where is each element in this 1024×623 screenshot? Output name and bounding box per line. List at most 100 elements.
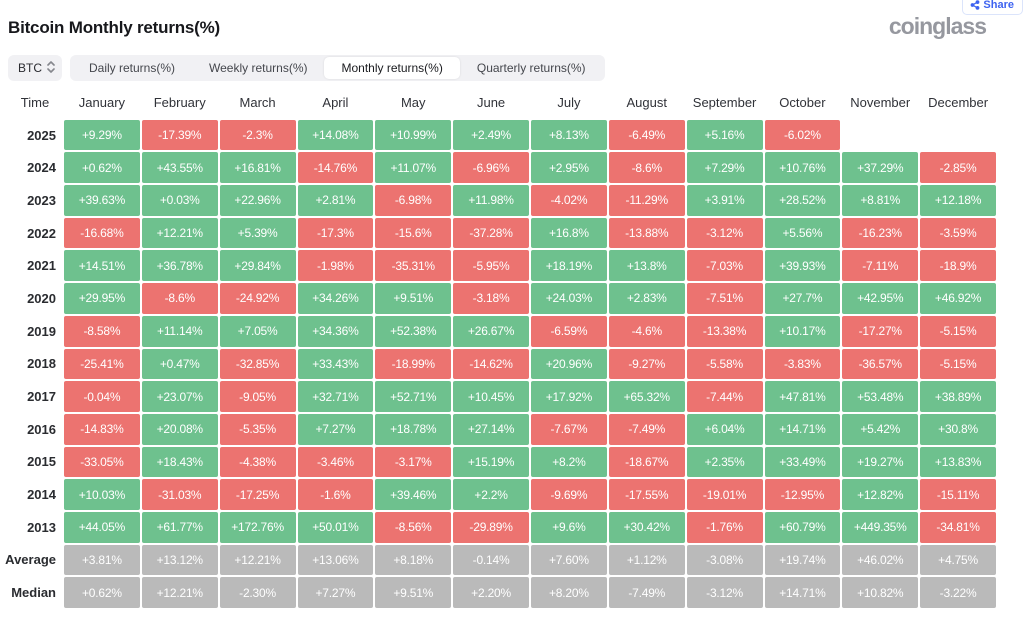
return-cell: -18.9% <box>920 250 996 282</box>
return-cell: -8.56% <box>375 511 452 543</box>
return-cell: -35.31% <box>375 250 452 282</box>
return-cell: -2.30% <box>219 577 296 608</box>
return-cell: -7.11% <box>842 250 919 282</box>
return-cell: -6.59% <box>531 315 607 347</box>
tab-weekly-returns[interactable]: Weekly returns(%) <box>209 61 308 75</box>
return-cell <box>920 120 996 151</box>
return-cell: +20.96% <box>531 348 607 380</box>
coinglass-logo[interactable]: coinglass <box>888 13 987 39</box>
column-header-july: July <box>557 94 581 110</box>
return-cell: +23.07% <box>141 381 218 412</box>
return-cell: -7.44% <box>686 381 763 412</box>
period-tabs: Daily returns(%) Weekly returns(%) Monthly… <box>70 55 605 81</box>
return-cell: +16.8% <box>531 217 607 249</box>
column-header-september: September <box>692 94 757 110</box>
tab-daily-returns[interactable]: Daily returns(%) <box>89 61 176 75</box>
return-cell: -17.55% <box>608 479 685 510</box>
return-cell: -3.12% <box>686 577 763 608</box>
tab-monthly-returns[interactable]: Monthly returns(%) <box>324 57 460 79</box>
return-cell: +44.05% <box>64 511 140 543</box>
column-header-january: January <box>78 94 126 110</box>
chevron-up-down-icon <box>47 60 55 77</box>
return-cell: -3.22% <box>920 577 996 608</box>
return-cell: +2.35% <box>686 446 763 478</box>
return-cell: +27.7% <box>764 283 841 314</box>
return-cell: -9.05% <box>219 381 296 412</box>
row-label-2020: 2020 <box>27 290 56 306</box>
return-cell: -31.03% <box>141 479 218 510</box>
return-cell: +53.48% <box>842 381 919 412</box>
return-cell: +8.81% <box>842 185 919 216</box>
return-cell: -4.38% <box>219 446 296 478</box>
return-cell: +12.21% <box>141 217 218 249</box>
return-cell: +14.08% <box>297 119 374 151</box>
return-cell: +4.75% <box>920 544 996 576</box>
return-cell: +34.36% <box>297 315 374 347</box>
symbol-selector-value: BTC <box>18 61 42 75</box>
row-label-2024: 2024 <box>27 160 56 176</box>
row-label-2021: 2021 <box>27 258 56 274</box>
return-cell: +10.99% <box>375 119 452 151</box>
return-cell: +19.27% <box>842 446 919 478</box>
return-cell: -6.98% <box>375 185 452 216</box>
return-cell: +10.03% <box>64 479 140 510</box>
return-cell: +12.82% <box>842 479 919 510</box>
row-label-2022: 2022 <box>27 225 56 241</box>
return-cell: -18.67% <box>608 446 685 478</box>
return-cell: +10.76% <box>764 152 841 184</box>
return-cell: -7.67% <box>531 413 607 445</box>
return-cell: +14.71% <box>764 413 841 445</box>
return-cell: +42.95% <box>842 283 919 314</box>
return-cell: -3.46% <box>297 446 374 478</box>
return-cell: +8.2% <box>531 446 607 478</box>
return-cell: -8.6% <box>608 152 685 184</box>
return-cell: +9.29% <box>64 119 140 151</box>
return-cell: +2.83% <box>608 283 685 314</box>
row-label-2013: 2013 <box>27 519 56 535</box>
return-cell: -4.02% <box>531 185 607 216</box>
row-label-median: Median <box>11 585 56 601</box>
return-cell: +10.17% <box>764 315 841 347</box>
symbol-selector[interactable]: BTC <box>8 55 62 81</box>
return-cell: -16.23% <box>842 217 919 249</box>
return-cell: +39.93% <box>764 250 841 282</box>
return-cell: +19.74% <box>764 544 841 576</box>
return-cell: -17.39% <box>141 119 218 151</box>
return-cell: +2.49% <box>453 119 529 151</box>
return-cell: -3.18% <box>453 283 529 314</box>
page-title: Bitcoin Monthly returns(%) <box>8 18 221 37</box>
return-cell: -1.76% <box>686 511 763 543</box>
return-cell: +2.95% <box>531 152 607 184</box>
return-cell: +8.18% <box>375 544 452 576</box>
return-cell: -13.88% <box>608 217 685 249</box>
share-button[interactable]: Share <box>962 0 1023 15</box>
column-header-june: June <box>476 94 506 110</box>
return-cell: +12.21% <box>219 544 296 576</box>
row-label-2019: 2019 <box>27 323 56 339</box>
return-cell: -7.49% <box>608 577 685 608</box>
return-cell: -36.57% <box>842 348 919 380</box>
return-cell: +5.56% <box>764 217 841 249</box>
return-cell: +9.6% <box>531 511 607 543</box>
return-cell: +27.14% <box>453 413 529 445</box>
return-cell: +26.67% <box>453 315 529 347</box>
return-cell: +43.55% <box>141 152 218 184</box>
return-cell: +28.52% <box>764 185 841 216</box>
return-cell: -17.27% <box>842 315 919 347</box>
return-cell: -29.89% <box>453 511 529 543</box>
tab-quarterly-returns[interactable]: Quarterly returns(%) <box>476 61 586 75</box>
column-header-february: February <box>153 94 206 110</box>
return-cell: -13.38% <box>686 315 763 347</box>
row-label-2018: 2018 <box>27 356 56 372</box>
return-cell: -32.85% <box>219 348 296 380</box>
return-cell: -8.58% <box>64 315 140 347</box>
return-cell: +46.02% <box>842 544 919 576</box>
return-cell: +12.21% <box>141 577 218 608</box>
return-cell: -37.28% <box>453 217 529 249</box>
return-cell: +449.35% <box>842 511 919 543</box>
column-header-may: May <box>400 94 426 110</box>
return-cell: +8.13% <box>531 119 607 151</box>
return-cell: -4.6% <box>608 315 685 347</box>
return-cell: -6.49% <box>608 119 685 151</box>
return-cell: +2.20% <box>453 577 529 608</box>
